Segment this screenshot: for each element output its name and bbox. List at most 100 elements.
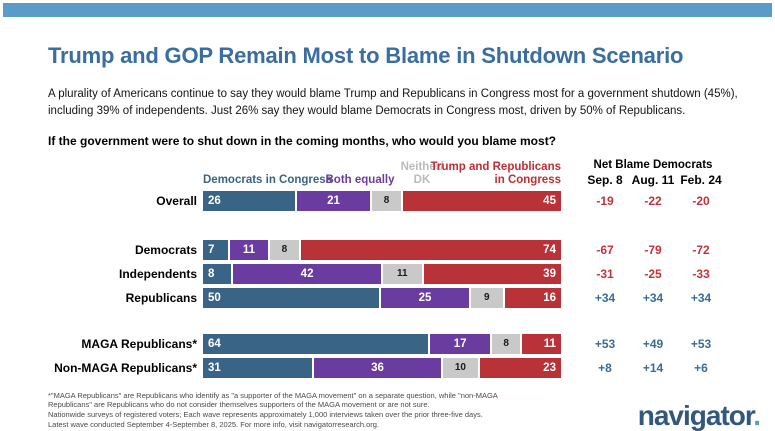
net-values: -19 -22 -20 (581, 194, 725, 208)
chart-header: Democrats in Congress Both equally Neith… (48, 153, 765, 189)
segment-trump-republicans-in-congress: 23 (480, 357, 561, 378)
segment-neither-dk: 8 (372, 190, 401, 211)
legend-democrats-in-congress: Democrats in Congress (203, 173, 333, 186)
blame-stacked-bar-chart: Democrats in Congress Both equally Neith… (48, 153, 765, 378)
row-label: Non-MAGA Republicans* (54, 360, 197, 375)
net-value: -72 (692, 242, 710, 257)
segment-trump-republicans-in-congress: 45 (402, 190, 561, 211)
net-blame-title: Net Blame Democrats (593, 158, 713, 171)
bar-row: Non-MAGA Republicans* 31 36 10 23 +8 +14 +6 (48, 357, 765, 378)
net-value: +53 (690, 336, 712, 351)
net-value: +34 (642, 290, 664, 305)
net-value: -67 (596, 242, 614, 257)
net-value: +53 (594, 336, 616, 351)
net-blame-header: Net Blame Democrats Sep. 8 Aug. 11 Feb. … (581, 159, 725, 189)
segment-value: 17 (453, 337, 467, 350)
segment-democrats-in-congress: 31 (203, 357, 313, 378)
segment-value: 23 (543, 361, 556, 374)
stacked-bar: 64 17 8 11 (203, 333, 561, 354)
net-value: +14 (642, 360, 664, 375)
subtitle-text: A plurality of Americans continue to say… (48, 88, 738, 118)
segment-trump-republicans-in-congress: 11 (522, 333, 561, 354)
net-value: -19 (596, 193, 614, 208)
segment-value: 25 (418, 291, 432, 304)
top-accent-bar (3, 3, 772, 17)
net-value: +8 (598, 360, 612, 375)
segment-value: 11 (242, 243, 256, 256)
segment-value: 74 (543, 243, 556, 256)
segment-value: 10 (454, 362, 466, 373)
segment-value: 36 (371, 361, 384, 374)
net-value: -20 (692, 193, 710, 208)
segment-democrats-in-congress: 26 (203, 190, 295, 211)
net-values: -31 -25 -33 (581, 267, 725, 281)
page-title: Trump and GOP Remain Most to Blame in Sh… (48, 43, 684, 68)
segment-neither-dk: 8 (270, 239, 299, 260)
bar-row: Overall 26 21 8 45 -19 -22 -20 (48, 190, 765, 211)
net-column-feb24: Feb. 24 (680, 172, 722, 187)
net-value: -79 (644, 242, 662, 257)
net-wave-columns: Sep. 8 Aug. 11 Feb. 24 (581, 173, 725, 187)
segment-value: 9 (484, 292, 490, 303)
segment-value: 42 (300, 267, 314, 280)
segment-value: 31 (208, 361, 221, 374)
stacked-bar: 31 36 10 23 (203, 357, 561, 378)
segment-both-equally: 21 (296, 190, 371, 211)
legend-neither-dk: Neither/ DK (400, 160, 444, 186)
net-values: +34 +34 +34 (581, 291, 725, 305)
segment-value: 26 (208, 194, 221, 207)
segment-value: 11 (397, 268, 408, 279)
chart-rows: Overall 26 21 8 45 -19 -22 -20 Democrats 7 11 8 74 -6… (48, 190, 765, 378)
legend-trump-republicans-in-congress: Trump and Republicans in Congress (430, 160, 561, 186)
stacked-bar: 7 11 8 74 (203, 239, 561, 260)
segment-democrats-in-congress: 8 (203, 263, 232, 284)
segment-both-equally: 11 (229, 239, 269, 260)
net-column-sep8: Sep. 8 (587, 172, 623, 187)
net-value: -22 (644, 193, 662, 208)
bar-row: Republicans 50 25 9 16 +34 +34 +34 (48, 287, 765, 308)
stacked-bar: 26 21 8 45 (203, 190, 561, 211)
segment-trump-republicans-in-congress: 39 (423, 263, 561, 284)
question-text: If the government were to shut down in t… (48, 133, 557, 148)
navigator-logo: navigator. (637, 400, 761, 431)
net-values: -67 -79 -72 (581, 243, 725, 257)
segment-value: 7 (208, 243, 215, 256)
segment-both-equally: 25 (381, 287, 469, 308)
segment-democrats-in-congress: 64 (203, 333, 429, 354)
segment-value: 50 (208, 291, 221, 304)
net-value: -25 (644, 266, 662, 281)
segment-democrats-in-congress: 50 (203, 287, 379, 308)
segment-trump-republicans-in-congress: 74 (300, 239, 561, 260)
row-label: MAGA Republicans* (81, 336, 197, 351)
segment-value: 8 (503, 338, 509, 349)
segment-democrats-in-congress: 7 (203, 239, 228, 260)
bar-row: Independents 8 42 11 39 -31 -25 -33 (48, 263, 765, 284)
slide-footer: *"MAGA Republicans" are Republicans who … (48, 391, 765, 431)
segment-value: 8 (208, 267, 215, 280)
segment-value: 8 (383, 195, 390, 206)
net-value: -31 (596, 266, 614, 281)
segment-neither-dk: 8 (492, 333, 521, 354)
segment-neither-dk: 10 (442, 357, 479, 378)
segment-value: 64 (208, 337, 221, 350)
stacked-bar: 50 25 9 16 (203, 287, 561, 308)
net-value: +6 (694, 360, 708, 375)
bar-row: MAGA Republicans* 64 17 8 11 +53 +49 +53 (48, 333, 765, 354)
net-values: +53 +49 +53 (581, 337, 725, 351)
net-values: +8 +14 +6 (581, 361, 725, 375)
row-label: Democrats (134, 242, 197, 257)
segment-value: 8 (281, 244, 288, 255)
row-label: Overall (156, 193, 197, 208)
segment-value: 45 (543, 194, 556, 207)
net-value: +34 (690, 290, 712, 305)
legend-both-equally: Both equally (325, 173, 395, 186)
net-value: +34 (594, 290, 616, 305)
bar-row: Democrats 7 11 8 74 -67 -79 -72 (48, 239, 765, 260)
row-label: Republicans (125, 290, 197, 305)
segment-value: 21 (327, 194, 340, 207)
segment-value: 16 (543, 291, 556, 304)
footnote-text: *"MAGA Republicans" are Republicans who … (48, 390, 498, 430)
segment-neither-dk: 11 (382, 263, 422, 284)
segment-trump-republicans-in-congress: 16 (504, 287, 561, 308)
net-value: -33 (692, 266, 710, 281)
